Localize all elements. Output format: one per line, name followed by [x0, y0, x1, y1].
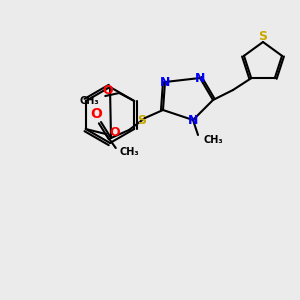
Text: CH₃: CH₃	[120, 147, 140, 157]
Text: CH₃: CH₃	[203, 135, 223, 145]
Text: N: N	[195, 71, 205, 85]
Text: O: O	[90, 107, 102, 121]
Text: N: N	[160, 76, 170, 88]
Text: O: O	[110, 125, 120, 139]
Text: S: S	[259, 31, 268, 44]
Text: O: O	[103, 83, 113, 97]
Text: S: S	[137, 115, 146, 128]
Text: N: N	[188, 113, 198, 127]
Text: CH₃: CH₃	[80, 96, 99, 106]
